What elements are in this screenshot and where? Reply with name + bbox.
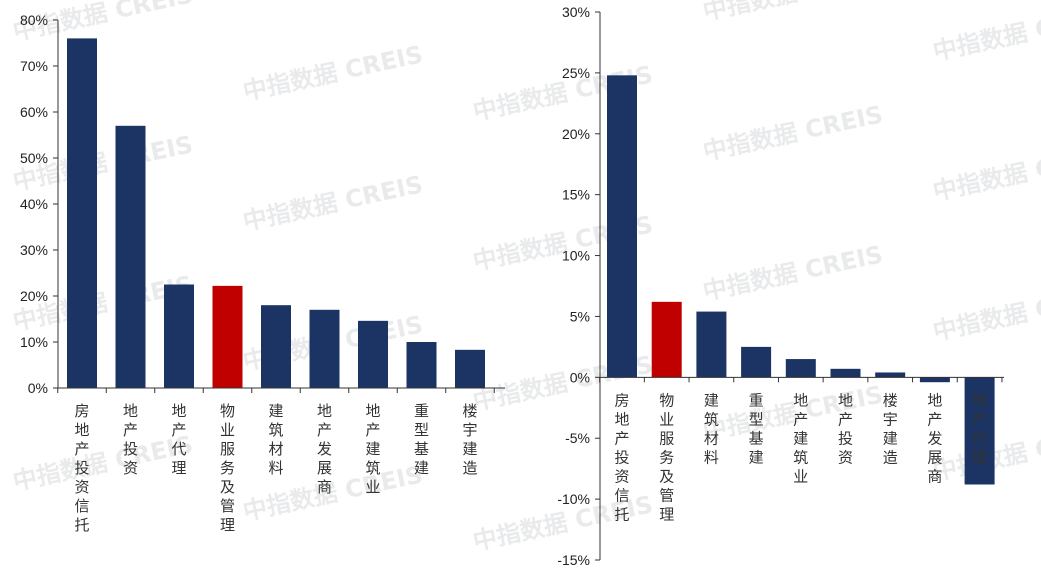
y-tick-label: 20% — [562, 126, 590, 142]
x-category-label: 地产建筑业 — [365, 402, 380, 496]
bar — [651, 301, 682, 378]
chart-left: 0% 10% 20% 30% 40% 50% 60% 70% 80% 房地产投资信托 地产投资 地产代… — [20, 12, 505, 534]
y-tick-label: 80% — [20, 12, 48, 28]
x-category-label: 物业服务及管理 — [659, 391, 674, 523]
x-category-label: 房地产投资信托 — [614, 391, 629, 523]
bar — [212, 285, 243, 388]
y-tick-label: 70% — [20, 58, 48, 74]
y-tick-label: 0% — [570, 369, 590, 385]
bar — [67, 38, 97, 389]
y-tick-label: 5% — [570, 308, 590, 324]
y-tick-label: 25% — [562, 65, 590, 81]
watermark-text: 中指数据 CREIS — [240, 40, 425, 105]
watermark-text: 中指数据 CREIS — [930, 280, 1041, 345]
bar — [875, 372, 906, 378]
x-category-label: 地产投资 — [838, 391, 853, 466]
bar — [455, 349, 485, 388]
y-tick-label: -5% — [565, 430, 590, 446]
y-tick-label: -10% — [557, 491, 590, 507]
x-category-label: 重型基建 — [414, 402, 429, 477]
y-tick-label: 10% — [562, 248, 590, 264]
y-tick-label: 60% — [20, 104, 48, 120]
chart-right: -15% -10% -5% 0% 5% 10% 15% 20% 25% 30% 房地产投资信托 物业服… — [557, 4, 1004, 568]
x-category-label: 地产代理 — [972, 391, 987, 466]
watermark-text: 中指数据 CREIS — [700, 240, 885, 305]
watermark-text: 中指数据 CREIS — [240, 170, 425, 235]
bar — [358, 320, 388, 388]
x-category-label: 楼宇建造 — [883, 391, 898, 466]
bar — [164, 284, 194, 388]
y-tick-label: 20% — [20, 288, 48, 304]
x-category-label: 房地产投资信托 — [74, 402, 89, 534]
watermark-text: 中指数据 CREIS — [10, 430, 195, 495]
watermark-text: 中指数据 CREIS — [930, 140, 1041, 205]
y-tick-label: 15% — [562, 187, 590, 203]
watermark-layer: 中指数据 CREIS 中指数据 CREIS 中指数据 CREIS 中指数据 CREIS… — [10, 0, 1041, 556]
x-category-label: 地产代理 — [171, 402, 186, 477]
bar — [696, 311, 727, 378]
watermark-text: 中指数据 CREIS — [700, 100, 885, 165]
x-category-label: 重型基建 — [749, 391, 764, 466]
bar — [309, 309, 340, 388]
x-category-label: 地产发展商 — [317, 402, 332, 496]
bar — [785, 359, 816, 378]
x-category-label: 地产建筑业 — [793, 391, 808, 485]
x-category-label: 楼宇建造 — [462, 402, 477, 477]
x-category-label: 建筑材料 — [268, 402, 283, 477]
bar — [964, 377, 995, 485]
y-tick-label: 50% — [20, 150, 48, 166]
bar — [261, 305, 291, 388]
watermark-text: 中指数据 CREIS — [700, 0, 885, 26]
bar — [607, 75, 637, 378]
y-tick-label: 40% — [20, 196, 48, 212]
x-category-label: 物业服务及管理 — [220, 402, 235, 534]
y-tick-label: 0% — [28, 380, 48, 396]
x-category-label: 地产发展商 — [927, 391, 942, 485]
bar — [919, 377, 950, 383]
y-tick-label: 30% — [20, 242, 48, 258]
y-tick-label: 10% — [20, 334, 48, 350]
watermark-text: 中指数据 CREIS — [930, 0, 1041, 65]
y-tick-label: 30% — [562, 4, 590, 20]
bar — [741, 346, 772, 378]
bar — [406, 342, 437, 388]
x-category-label: 建筑材料 — [704, 391, 719, 466]
bar — [830, 368, 861, 378]
y-tick-label: -15% — [557, 552, 590, 568]
bar — [115, 125, 146, 389]
x-category-label: 地产投资 — [123, 402, 138, 477]
